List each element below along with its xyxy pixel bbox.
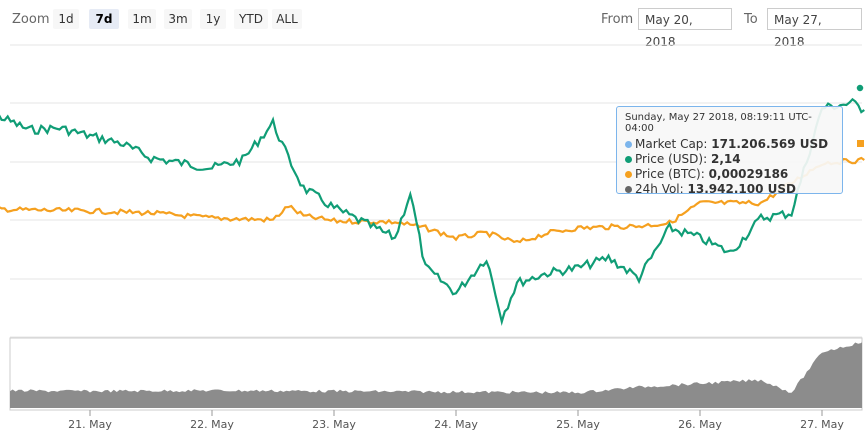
x-tick-label: 22. May bbox=[190, 418, 234, 431]
tooltip-value: 0,00029186 bbox=[708, 167, 789, 181]
navigator[interactable] bbox=[9, 337, 863, 411]
tooltip-row-price-btc: Price (BTC): 0,00029186 bbox=[625, 167, 834, 182]
tooltip: Sunday, May 27 2018, 08:19:11 UTC-04:00 … bbox=[616, 106, 843, 197]
x-tick-label: 24. May bbox=[434, 418, 478, 431]
zoom-label: Zoom bbox=[12, 12, 50, 27]
to-label: To bbox=[744, 12, 758, 27]
range-button-all[interactable]: ALL bbox=[272, 9, 302, 29]
x-axis: 21. May 22. May 23. May 24. May 25. May 26. M… bbox=[68, 410, 844, 431]
tooltip-row-volume: 24h Vol: 13.942.100 USD bbox=[625, 182, 834, 197]
price-usd-dot-icon bbox=[625, 156, 632, 163]
x-tick-label: 21. May bbox=[68, 418, 112, 431]
tooltip-label: Price (BTC): bbox=[635, 167, 705, 181]
tooltip-value: 171.206.569 USD bbox=[711, 137, 829, 151]
range-button-ytd[interactable]: YTD bbox=[234, 9, 268, 29]
x-tick-label: 25. May bbox=[556, 418, 600, 431]
range-button-3m[interactable]: 3m bbox=[164, 9, 192, 29]
tooltip-label: 24h Vol: bbox=[635, 182, 684, 196]
x-tick-label: 23. May bbox=[312, 418, 356, 431]
usd-hover-marker bbox=[855, 83, 865, 93]
range-button-1m[interactable]: 1m bbox=[128, 9, 156, 29]
tooltip-value: 2,14 bbox=[710, 152, 741, 166]
tooltip-row-price-usd: Price (USD): 2,14 bbox=[625, 152, 834, 167]
grid-lines bbox=[10, 44, 862, 338]
btc-hover-marker bbox=[857, 140, 864, 147]
volume-dot-icon bbox=[625, 186, 632, 193]
range-button-7d[interactable]: 7d bbox=[89, 9, 119, 29]
range-button-1d[interactable]: 1d bbox=[53, 9, 79, 29]
tooltip-label: Market Cap: bbox=[635, 137, 708, 151]
tooltip-value: 13.942.100 USD bbox=[687, 182, 796, 196]
x-tick-label: 26. May bbox=[678, 418, 722, 431]
range-toolbar: Zoom 1d 7d 1m 3m 1y YTD ALL From May 20,… bbox=[0, 0, 868, 49]
tooltip-row-market-cap: Market Cap: 171.206.569 USD bbox=[625, 137, 834, 152]
range-button-1y[interactable]: 1y bbox=[200, 9, 226, 29]
price-btc-dot-icon bbox=[625, 171, 632, 178]
market-cap-dot-icon bbox=[625, 141, 632, 148]
tooltip-label: Price (USD): bbox=[635, 152, 708, 166]
price-usd-line bbox=[0, 97, 865, 327]
navigator-volume-area bbox=[10, 341, 862, 408]
x-tick-label: 27. May bbox=[800, 418, 844, 431]
from-label: From bbox=[601, 12, 634, 27]
tooltip-header: Sunday, May 27 2018, 08:19:11 UTC-04:00 bbox=[625, 112, 812, 134]
